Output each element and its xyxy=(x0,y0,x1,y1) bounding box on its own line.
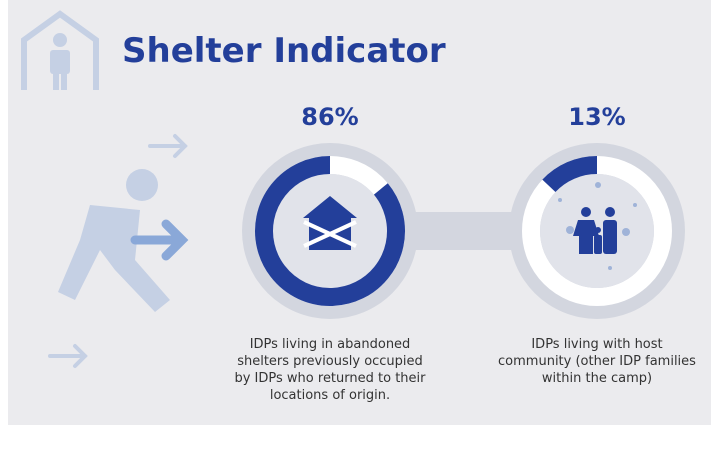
chart-title: Shelter Indicator xyxy=(122,31,446,71)
value-label: 86% xyxy=(301,103,358,131)
infographic: Shelter Indicator 86% 13% IDPs living in … xyxy=(0,0,719,450)
value-label: 13% xyxy=(568,103,625,131)
description: IDPs living with host community (other I… xyxy=(497,336,697,387)
description: IDPs living in abandoned shelters previo… xyxy=(230,336,430,404)
